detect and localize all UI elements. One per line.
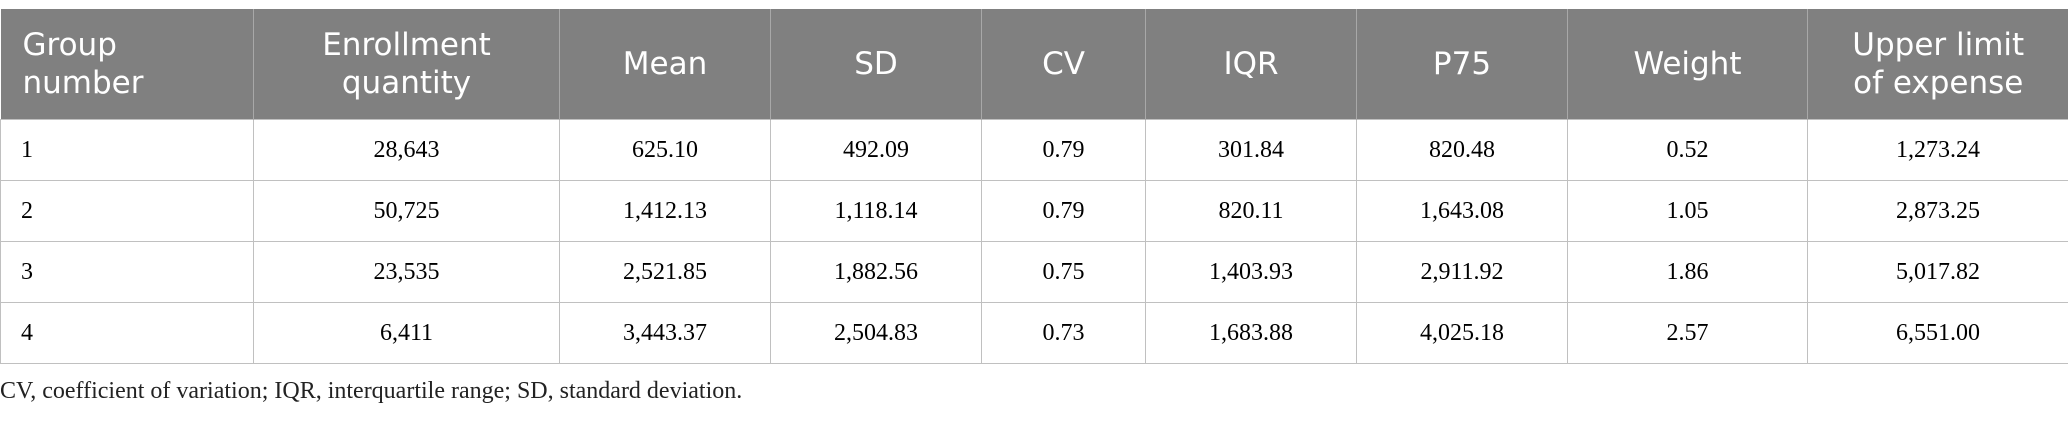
header-line: Group xyxy=(22,27,117,63)
table-cell: 5,017.82 xyxy=(1807,241,2068,303)
header-line: CV xyxy=(1042,46,1085,82)
column-header: P75 xyxy=(1356,9,1568,120)
table-body: 1 28,643 625.10 492.09 0.79 301.84 820.48 0.52 1… xyxy=(0,119,2068,364)
table-row: 2 50,725 1,412.13 1,118.14 0.79 820.11 1,643.0… xyxy=(0,180,2068,242)
table-cell: 1 xyxy=(0,119,254,181)
header-line: Mean xyxy=(622,46,708,82)
table-cell: 2 xyxy=(0,180,254,242)
table-cell: 0.79 xyxy=(981,119,1146,181)
header-line: Weight xyxy=(1633,46,1742,82)
table-cell: 1,273.24 xyxy=(1807,119,2068,181)
table-cell: 2,873.25 xyxy=(1807,180,2068,242)
header-line: IQR xyxy=(1223,46,1279,82)
table-cell: 50,725 xyxy=(253,180,560,242)
column-header: IQR xyxy=(1145,9,1357,120)
header-line: SD xyxy=(854,46,898,82)
table-row: 1 28,643 625.10 492.09 0.79 301.84 820.48 0.52 1… xyxy=(0,119,2068,181)
header-line: of expense xyxy=(1853,65,2024,101)
column-header: Group number xyxy=(0,9,254,120)
table-cell: 2.57 xyxy=(1567,302,1808,364)
table-cell: 1.86 xyxy=(1567,241,1808,303)
table-cell: 23,535 xyxy=(253,241,560,303)
column-header: Weight xyxy=(1567,9,1808,120)
table-cell: 1,882.56 xyxy=(770,241,982,303)
table-cell: 0.73 xyxy=(981,302,1146,364)
table-cell: 301.84 xyxy=(1145,119,1357,181)
table-cell: 820.48 xyxy=(1356,119,1568,181)
column-header: SD xyxy=(770,9,982,120)
column-header: Mean xyxy=(559,9,771,120)
table-cell: 2,504.83 xyxy=(770,302,982,364)
table-cell: 1,643.08 xyxy=(1356,180,1568,242)
table-cell: 0.79 xyxy=(981,180,1146,242)
table-cell: 4 xyxy=(0,302,254,364)
table-cell: 2,911.92 xyxy=(1356,241,1568,303)
table-cell: 3 xyxy=(0,241,254,303)
table-cell: 4,025.18 xyxy=(1356,302,1568,364)
data-table: Group number Enrollment quantity Mean SD CV IQR… xyxy=(0,9,2068,364)
table-cell: 1,403.93 xyxy=(1145,241,1357,303)
table-cell: 0.75 xyxy=(981,241,1146,303)
table-cell: 6,411 xyxy=(253,302,560,364)
table-cell: 28,643 xyxy=(253,119,560,181)
header-row: Group number Enrollment quantity Mean SD CV IQR… xyxy=(0,9,2068,120)
table-cell: 1,412.13 xyxy=(559,180,771,242)
table-cell: 6,551.00 xyxy=(1807,302,2068,364)
table-cell: 820.11 xyxy=(1145,180,1357,242)
table-cell: 1.05 xyxy=(1567,180,1808,242)
table-cell: 3,443.37 xyxy=(559,302,771,364)
table-cell: 2,521.85 xyxy=(559,241,771,303)
header-line: number xyxy=(22,65,144,101)
column-header: CV xyxy=(981,9,1146,120)
table-cell: 1,683.88 xyxy=(1145,302,1357,364)
table-cell: 492.09 xyxy=(770,119,982,181)
header-line: quantity xyxy=(341,65,472,101)
header-line: Upper limit xyxy=(1852,27,2025,63)
header-line: Enrollment xyxy=(322,27,491,63)
column-header: Upper limit of expense xyxy=(1807,9,2068,120)
header-line: P75 xyxy=(1432,46,1492,82)
footnote: CV, coefficient of variation; IQR, inter… xyxy=(0,378,743,404)
table-row: 4 6,411 3,443.37 2,504.83 0.73 1,683.88 4,025.… xyxy=(0,302,2068,364)
table-row: 3 23,535 2,521.85 1,882.56 0.75 1,403.93 2,911… xyxy=(0,241,2068,303)
table-cell: 1,118.14 xyxy=(770,180,982,242)
column-header: Enrollment quantity xyxy=(253,9,560,120)
table-cell: 0.52 xyxy=(1567,119,1808,181)
table-cell: 625.10 xyxy=(559,119,771,181)
